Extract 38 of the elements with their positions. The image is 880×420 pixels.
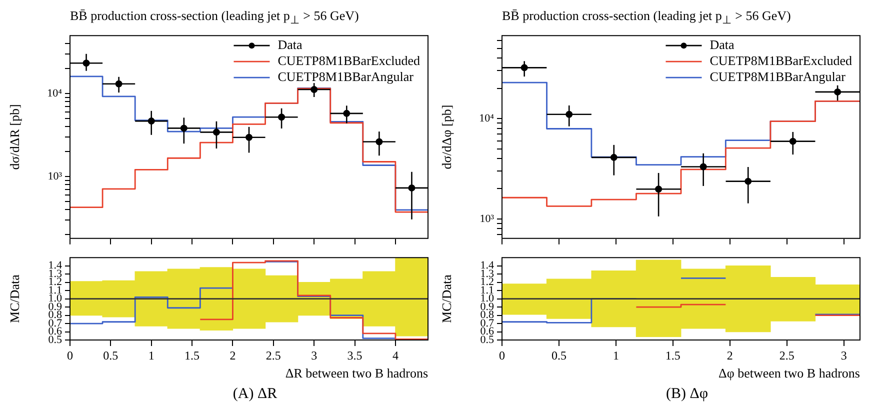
text: (B) Δφ [664,386,710,403]
x-tick-label: 0 [67,348,73,362]
text: (A) ΔR [232,386,278,403]
x-tick-label: 2 [230,348,236,362]
legend-label: CUETP8M1BBarExcluded [710,53,852,68]
legend-label: CUETP8M1BBarAngular [710,69,846,84]
x-axis-title: Δφ between two B hadrons [718,366,860,381]
chart-title: BB̄ production cross-section (leading jet p$_{⊥}$ > 56 GeV) [69,8,360,27]
legend-label: CUETP8M1BBarExcluded [278,53,420,68]
x-tick-label: 2 [726,348,733,362]
x-tick-label: 3.5 [347,348,362,362]
x-tick-label: 4 [392,348,398,362]
x-tick-label: 0.5 [551,348,566,362]
x-tick-label: 1.5 [184,348,200,362]
legend-label: CUETP8M1BBarAngular [278,69,414,84]
x-tick-label: 2.5 [779,348,794,362]
x-axis-title: ΔR between two B hadrons [285,366,428,381]
y-axis-title: MC/Data [439,274,454,323]
x-tick-label: 0.5 [103,348,118,362]
x-tick-label: 0 [499,348,505,362]
x-tick-label: 1 [612,348,619,362]
y-tick-label: 0.5 [480,334,494,346]
y-tick-label: 10³ [48,170,63,182]
x-tick-label: 1 [148,348,154,362]
x-tick-label: 1.5 [665,348,680,362]
y-axis-title: dσ/dΔR [pb] [7,104,22,170]
x-tick-label: 2.5 [266,348,281,362]
legend-label: Data [710,37,735,52]
y-axis-title: MC/Data [7,274,22,323]
chart-title: BB̄ production cross-section (leading jet p$_{⊥}$ > 56 GeV) [501,8,792,27]
x-tick-label: 3 [840,348,847,362]
legend-label: Data [278,37,303,52]
y-tick-label: 10⁴ [479,112,494,124]
y-tick-label: 10⁴ [47,87,62,100]
y-tick-label: 10³ [480,212,495,225]
y-axis-title: dσ/dΔφ [pb] [439,104,454,170]
x-tick-label: 3 [311,348,318,362]
y-tick-label: 0.5 [48,334,62,346]
